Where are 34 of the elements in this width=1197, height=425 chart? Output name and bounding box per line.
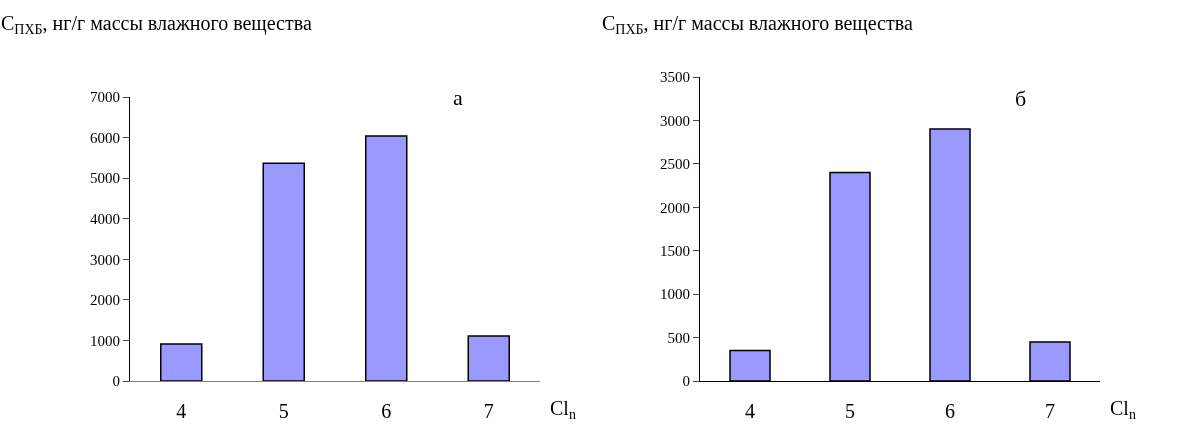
- x-tick-label: 5: [845, 400, 855, 422]
- y-tick-label: 2000: [90, 292, 120, 309]
- y-axis-title: C$_{ПХБ}$, нг/г массы влажного вещества: [1, 12, 312, 38]
- y-tick-label: 0: [682, 373, 690, 390]
- x-tick-label: 5: [278, 400, 289, 422]
- y-tick-label: 5000: [90, 170, 120, 187]
- y-tick-label: 3000: [660, 112, 690, 129]
- x-tick-label: 7: [483, 400, 494, 422]
- x-axis-title: Cl$_{n}$: [1110, 397, 1136, 423]
- y-tick-label: 2500: [660, 156, 690, 173]
- x-tick-label: 6: [381, 400, 392, 422]
- x-tick-label: 7: [1045, 400, 1055, 422]
- x-tick-label: 4: [176, 400, 187, 422]
- annotation: а: [453, 85, 463, 110]
- annotation: б: [1015, 86, 1027, 111]
- y-tick-label: 1500: [660, 242, 690, 259]
- bar: [365, 135, 408, 381]
- y-tick-label: 3500: [660, 69, 690, 86]
- y-tick-label: 2000: [660, 199, 690, 216]
- bar: [160, 343, 203, 381]
- x-tick-label: 6: [945, 400, 955, 422]
- y-tick-label: 1000: [660, 286, 690, 303]
- y-tick-label: 4000: [90, 210, 120, 227]
- x-axis-title: Cl$_{n}$: [550, 397, 576, 423]
- y-tick-label: 7000: [90, 89, 120, 106]
- y-axis-title: C$_{ПХБ}$, нг/г массы влажного вещества: [602, 12, 913, 38]
- y-tick-label: 3000: [90, 251, 120, 268]
- bar: [262, 162, 305, 381]
- y-tick-label: 1000: [90, 332, 120, 349]
- y-tick-label: 500: [667, 329, 690, 346]
- bar: [467, 335, 510, 381]
- y-tick-label: 6000: [90, 129, 120, 146]
- x-tick-label: 4: [745, 400, 755, 422]
- y-tick-label: 0: [112, 373, 120, 390]
